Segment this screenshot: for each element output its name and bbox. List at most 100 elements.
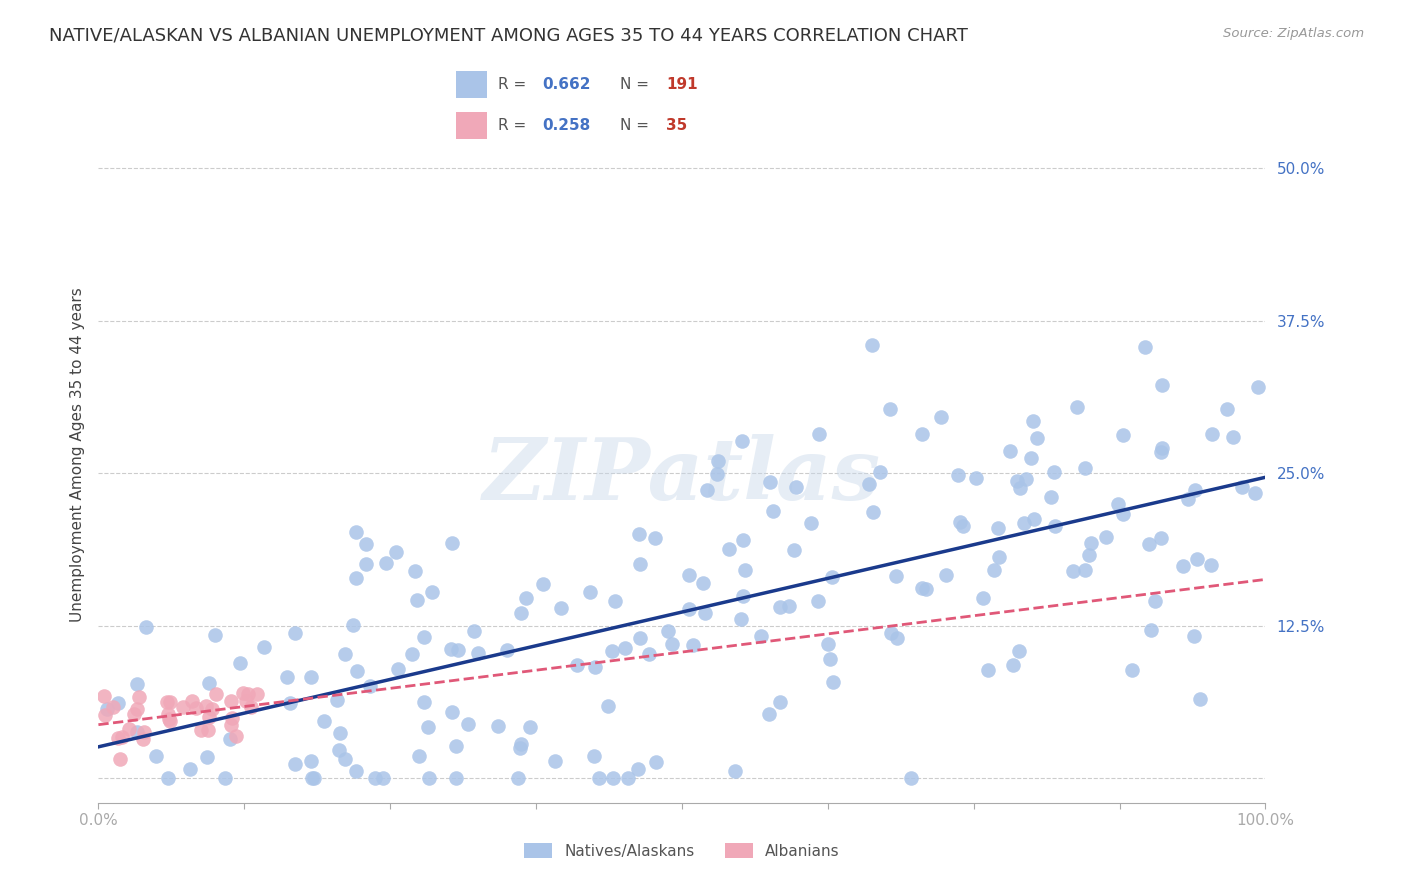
Text: N =: N = <box>620 77 654 92</box>
Point <box>125 702 148 716</box>
Text: Source: ZipAtlas.com: Source: ZipAtlas.com <box>1223 27 1364 40</box>
Point <box>107 697 129 711</box>
Y-axis label: Unemployment Among Ages 35 to 44 years: Unemployment Among Ages 35 to 44 years <box>69 287 84 623</box>
Point <box>1062 564 1084 578</box>
Point <box>583 748 606 763</box>
Point <box>543 754 565 768</box>
Point <box>931 410 953 425</box>
Point <box>342 618 364 632</box>
Point <box>785 480 807 494</box>
Point <box>93 708 115 723</box>
Point <box>401 647 423 661</box>
Point <box>509 737 531 751</box>
Point <box>195 698 218 713</box>
Point <box>186 700 208 714</box>
Point <box>156 695 179 709</box>
Point <box>110 730 132 744</box>
Point <box>915 582 938 597</box>
Text: R =: R = <box>498 118 531 133</box>
Point <box>299 670 322 684</box>
Point <box>125 677 148 691</box>
Point <box>232 686 254 700</box>
Point <box>1150 531 1173 545</box>
Point <box>682 638 704 652</box>
Point <box>531 576 554 591</box>
Point <box>374 557 396 571</box>
Point <box>446 643 468 657</box>
Point <box>1008 644 1031 658</box>
Point <box>821 674 844 689</box>
Point <box>1222 430 1244 444</box>
Text: R =: R = <box>498 77 531 92</box>
Point <box>678 568 700 582</box>
Point <box>221 694 243 708</box>
Point <box>1107 497 1129 511</box>
Point <box>283 757 305 772</box>
Point <box>463 624 485 639</box>
FancyBboxPatch shape <box>456 112 486 139</box>
Point <box>412 630 434 644</box>
Point <box>858 477 880 491</box>
Point <box>734 563 756 577</box>
Point <box>404 564 426 578</box>
Point <box>519 720 541 734</box>
Point <box>457 717 479 731</box>
Point <box>276 670 298 684</box>
Point <box>706 467 728 481</box>
Point <box>661 637 683 651</box>
Point <box>579 584 602 599</box>
Point <box>205 687 228 701</box>
Point <box>107 731 129 745</box>
Point <box>1143 593 1166 607</box>
Point <box>486 719 509 733</box>
Point <box>724 764 747 779</box>
Point <box>1080 535 1102 549</box>
Point <box>420 585 443 599</box>
Point <box>159 714 181 728</box>
Point <box>1152 377 1174 392</box>
Point <box>1074 563 1097 577</box>
Point <box>602 772 624 786</box>
Text: 191: 191 <box>666 77 697 92</box>
Point <box>1005 475 1028 489</box>
Point <box>731 434 754 448</box>
Point <box>93 689 115 703</box>
Point <box>1039 490 1062 504</box>
Point <box>408 749 430 764</box>
Point <box>1045 519 1067 533</box>
Point <box>1188 691 1211 706</box>
Point <box>1182 629 1205 643</box>
Point <box>1024 512 1046 526</box>
Text: 0.662: 0.662 <box>543 77 591 92</box>
Point <box>817 637 839 651</box>
Point <box>122 707 145 722</box>
Point <box>880 626 903 640</box>
Point <box>638 647 661 661</box>
Point <box>201 701 224 715</box>
Point <box>236 687 259 701</box>
Point <box>1074 461 1097 475</box>
Point <box>799 516 821 531</box>
Point <box>983 563 1005 577</box>
Point <box>132 725 155 739</box>
Point <box>911 426 934 441</box>
Point <box>344 764 367 778</box>
Point <box>749 629 772 643</box>
Point <box>1043 465 1066 479</box>
Point <box>278 696 301 710</box>
Point <box>1002 657 1025 672</box>
Point <box>359 679 381 693</box>
Point <box>935 567 957 582</box>
Point <box>733 533 755 547</box>
Point <box>328 742 350 756</box>
Point <box>693 607 716 621</box>
Point <box>1121 663 1143 677</box>
Point <box>132 731 155 746</box>
Point <box>221 711 243 725</box>
Point <box>467 646 489 660</box>
Point <box>446 772 468 786</box>
Point <box>506 772 529 786</box>
Point <box>1112 428 1135 442</box>
Point <box>628 558 651 572</box>
Point <box>718 541 741 556</box>
